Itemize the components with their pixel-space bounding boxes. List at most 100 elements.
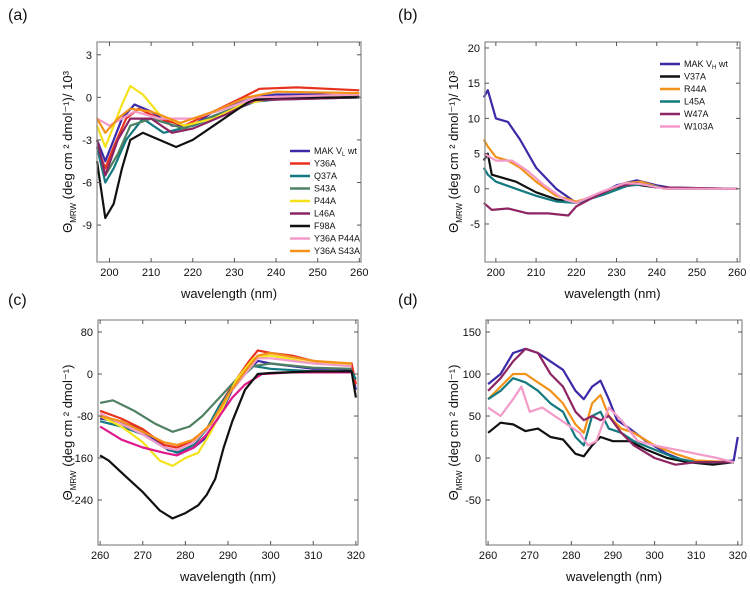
y-axis-label: ΘMRW (deg cm ² dmol⁻¹)/ 10³ bbox=[446, 70, 464, 232]
legend-subscript: H bbox=[712, 65, 716, 71]
y-axis-label: ΘMRW (deg cm ² dmol⁻¹) bbox=[60, 365, 78, 501]
x-axis-label: wavelength (nm) bbox=[180, 286, 277, 301]
x-tick-label: 260 bbox=[728, 267, 746, 279]
series-line-6 bbox=[99, 370, 357, 520]
legend-entry: W103A bbox=[684, 122, 714, 132]
y-tick-label: -3 bbox=[82, 135, 92, 147]
series-line-0 bbox=[487, 347, 739, 464]
legend-name: Y36A P44A bbox=[314, 234, 360, 244]
legend-name: S43A bbox=[314, 184, 336, 194]
y-tick-label: -240 bbox=[71, 495, 93, 507]
legend-entry: W47A bbox=[684, 109, 709, 119]
y-label-subscript: MRW bbox=[455, 470, 464, 490]
legend-name: V37A bbox=[684, 72, 706, 82]
y-tick-label: 0 bbox=[474, 184, 480, 196]
x-tick-label: 320 bbox=[729, 550, 747, 562]
x-tick-label: 290 bbox=[604, 550, 622, 562]
x-tick-label: 240 bbox=[648, 267, 666, 279]
x-tick-label: 230 bbox=[607, 267, 625, 279]
y-tick-label: 80 bbox=[81, 327, 93, 339]
y-tick-label: -5 bbox=[470, 219, 480, 231]
legend-subscript: L bbox=[342, 152, 346, 158]
series-line-y36a bbox=[95, 86, 360, 170]
theta-symbol: Θ bbox=[60, 223, 75, 233]
legend-entry: Q37A bbox=[314, 171, 337, 181]
panel-label: (d) bbox=[398, 292, 418, 309]
legend-entry: R44A bbox=[684, 84, 707, 94]
y-label-subscript: MRW bbox=[69, 202, 78, 222]
legend-entry: MAK VH wt bbox=[684, 59, 728, 71]
panel-d: 260 270 280 290 300 310 320 150 100 50 0 -50 (d) wave… bbox=[398, 292, 747, 584]
series-line-1 bbox=[487, 421, 734, 466]
y-label-subscript: MRW bbox=[69, 470, 78, 490]
panel-b: 200 210 220 230 240 250 260 20 15 10 5 0 -5 (b) wavele… bbox=[398, 7, 746, 301]
x-axis-label: wavelength (nm) bbox=[179, 569, 276, 584]
legend-suffix: wt bbox=[345, 146, 357, 156]
series-line-4 bbox=[99, 354, 352, 467]
legend-entry: Y36A bbox=[314, 159, 336, 169]
series-line-r44a bbox=[482, 138, 738, 203]
series-line-4 bbox=[487, 347, 734, 466]
panel-label: (b) bbox=[398, 7, 418, 24]
y-tick-label: 20 bbox=[468, 43, 480, 55]
y-tick-label: 5 bbox=[474, 149, 480, 161]
x-tick-label: 250 bbox=[309, 267, 327, 279]
x-tick-label: 310 bbox=[687, 550, 705, 562]
y-tick-label: -9 bbox=[82, 220, 92, 232]
y-label-units: (deg cm ² dmol⁻¹) bbox=[446, 365, 461, 471]
legend-name: P44A bbox=[314, 196, 336, 206]
series-line-v37a bbox=[482, 152, 738, 204]
x-tick-label: 260 bbox=[91, 550, 109, 562]
y-label-units: (deg cm ² dmol⁻¹) bbox=[60, 365, 75, 471]
series-line-w103a bbox=[483, 152, 738, 204]
plot-frame bbox=[485, 319, 743, 546]
legend-entry: Y36A P44A bbox=[314, 234, 360, 244]
legend-name: L46A bbox=[314, 209, 335, 219]
panel-label: (a) bbox=[8, 7, 28, 24]
x-axis-label: wavelength (nm) bbox=[563, 286, 660, 301]
y-label-units: (deg cm ² dmol⁻¹)/ 10³ bbox=[60, 70, 75, 203]
legend-name: Y36A S43A bbox=[314, 246, 360, 256]
legend-name: F98A bbox=[314, 221, 336, 231]
y-tick-label: 10 bbox=[468, 113, 480, 125]
x-tick-label: 220 bbox=[567, 267, 585, 279]
x-tick-label: 300 bbox=[645, 550, 663, 562]
x-tick-label: 320 bbox=[347, 550, 365, 562]
x-tick-label: 280 bbox=[562, 550, 580, 562]
legend-name: R44A bbox=[684, 84, 707, 94]
x-tick-label: 270 bbox=[134, 550, 152, 562]
series-line-f98a bbox=[95, 96, 360, 220]
legend-entry: L45A bbox=[684, 97, 705, 107]
legend-suffix: wt bbox=[716, 59, 728, 69]
x-tick-label: 280 bbox=[176, 550, 194, 562]
y-tick-label: 0 bbox=[87, 369, 93, 381]
y-tick-label: -50 bbox=[465, 495, 481, 507]
y-axis-label: ΘMRW (deg cm ² dmol⁻¹)/ 10³ bbox=[60, 70, 78, 232]
y-label-units: (deg cm ² dmol⁻¹)/ 10³ bbox=[446, 70, 461, 203]
x-tick-label: 260 bbox=[350, 267, 368, 279]
legend-name: L45A bbox=[684, 97, 705, 107]
y-tick-label: 0 bbox=[86, 92, 92, 104]
legend-name: W47A bbox=[684, 109, 709, 119]
legend-entry: L46A bbox=[314, 209, 335, 219]
legend-name: Y36A bbox=[314, 159, 336, 169]
x-tick-label: 250 bbox=[688, 267, 706, 279]
panel-a: 200 210 220 230 240 250 260 3 0 -3 -6 -9 (a) waveleng… bbox=[8, 7, 369, 301]
x-tick-label: 210 bbox=[142, 267, 160, 279]
y-tick-label: 0 bbox=[475, 453, 481, 465]
legend-name: Q37A bbox=[314, 171, 337, 181]
legend-name: MAK V bbox=[314, 146, 342, 156]
plot-frame bbox=[484, 41, 741, 263]
legend-entry: P44A bbox=[314, 196, 336, 206]
x-tick-label: 310 bbox=[304, 550, 322, 562]
theta-symbol: Θ bbox=[446, 490, 461, 500]
series-line-3 bbox=[99, 362, 352, 433]
legend-entry: MAK VL wt bbox=[314, 146, 357, 158]
theta-symbol: Θ bbox=[446, 223, 461, 233]
y-tick-label: 150 bbox=[463, 327, 481, 339]
x-tick-label: 200 bbox=[487, 267, 505, 279]
y-tick-label: 15 bbox=[468, 78, 480, 90]
panel-c: 260 270 280 290 300 310 320 80 0 -80 -160 -240 (c) wa… bbox=[8, 292, 365, 584]
